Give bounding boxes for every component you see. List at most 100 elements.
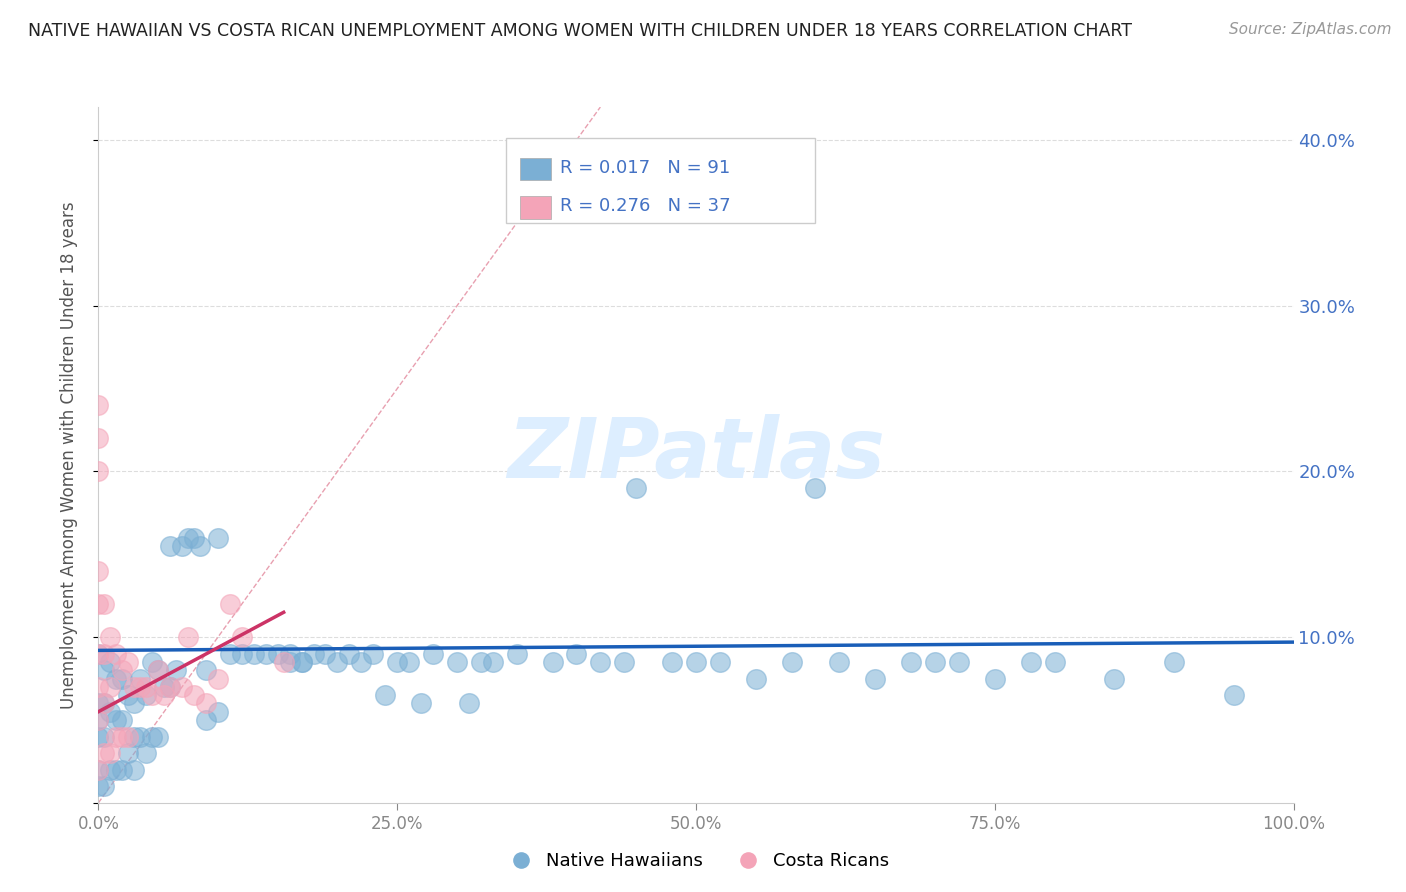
Text: ZIPatlas: ZIPatlas: [508, 415, 884, 495]
Point: [111, 763, 134, 777]
Point: [350, 655, 373, 669]
Point: [194, 697, 218, 711]
Point: [278, 655, 301, 669]
Point: [111, 672, 134, 686]
Point: [326, 655, 349, 669]
Point: [93, 746, 115, 760]
Point: [111, 663, 134, 677]
Point: [87, 680, 110, 694]
Point: [1043, 655, 1066, 669]
Point: [411, 697, 433, 711]
Point: [105, 713, 128, 727]
Point: [446, 655, 468, 669]
Point: [481, 655, 505, 669]
Point: [129, 730, 152, 744]
Point: [111, 713, 134, 727]
Point: [828, 655, 851, 669]
Point: [98, 746, 122, 760]
Point: [1222, 688, 1246, 702]
Point: [124, 697, 146, 711]
Point: [339, 647, 360, 661]
Point: [177, 531, 200, 545]
Point: [685, 655, 707, 669]
Point: [243, 647, 266, 661]
Point: [458, 697, 481, 711]
Point: [124, 763, 146, 777]
Point: [422, 647, 444, 661]
Point: [135, 688, 157, 702]
Point: [111, 730, 134, 744]
Point: [135, 746, 157, 760]
Point: [93, 597, 115, 611]
Point: [159, 539, 181, 553]
Point: [124, 730, 146, 744]
Point: [863, 672, 887, 686]
Point: [153, 680, 176, 694]
Point: [207, 531, 229, 545]
Point: [589, 655, 612, 669]
Point: [924, 655, 946, 669]
Point: [398, 655, 420, 669]
Point: [105, 647, 128, 661]
Point: [117, 730, 139, 744]
Point: [470, 655, 492, 669]
Point: [374, 688, 396, 702]
Point: [105, 730, 128, 744]
Point: [948, 655, 970, 669]
Point: [745, 672, 768, 686]
Point: [188, 539, 211, 553]
Point: [87, 730, 110, 744]
Point: [207, 672, 229, 686]
Point: [98, 655, 122, 669]
Point: [541, 655, 564, 669]
Point: [93, 697, 115, 711]
Point: [1163, 655, 1185, 669]
Point: [87, 713, 110, 727]
Point: [87, 398, 110, 412]
Point: [278, 647, 301, 661]
Point: [135, 680, 157, 694]
Point: [219, 597, 242, 611]
Point: [626, 481, 648, 495]
Point: [231, 630, 253, 644]
Point: [153, 688, 176, 702]
Point: [87, 763, 110, 777]
Point: [98, 680, 122, 694]
Point: [159, 680, 181, 694]
Point: [1019, 655, 1042, 669]
Point: [93, 730, 115, 744]
Point: [87, 697, 110, 711]
Point: [804, 481, 827, 495]
Point: [183, 531, 205, 545]
Point: [98, 705, 122, 719]
Point: [87, 763, 110, 777]
Point: [141, 688, 163, 702]
Point: [93, 697, 115, 711]
Point: [254, 647, 277, 661]
Point: [148, 663, 170, 677]
Point: [207, 705, 229, 719]
Point: [231, 647, 253, 661]
Point: [93, 663, 115, 677]
Point: [87, 647, 110, 661]
Point: [291, 655, 314, 669]
Point: [194, 663, 218, 677]
Point: [273, 655, 295, 669]
Point: [159, 680, 181, 694]
Point: [148, 730, 170, 744]
Point: [709, 655, 731, 669]
Point: [87, 597, 110, 611]
Point: [141, 730, 163, 744]
Point: [117, 688, 139, 702]
Point: [900, 655, 922, 669]
Point: [105, 672, 128, 686]
Text: R = 0.017   N = 91: R = 0.017 N = 91: [560, 159, 730, 177]
Point: [780, 655, 803, 669]
Point: [565, 647, 588, 661]
Point: [87, 465, 110, 479]
Point: [117, 746, 139, 760]
Point: [172, 680, 194, 694]
Legend: Native Hawaiians, Costa Ricans: Native Hawaiians, Costa Ricans: [495, 845, 897, 877]
Point: [219, 647, 242, 661]
Point: [87, 564, 110, 578]
